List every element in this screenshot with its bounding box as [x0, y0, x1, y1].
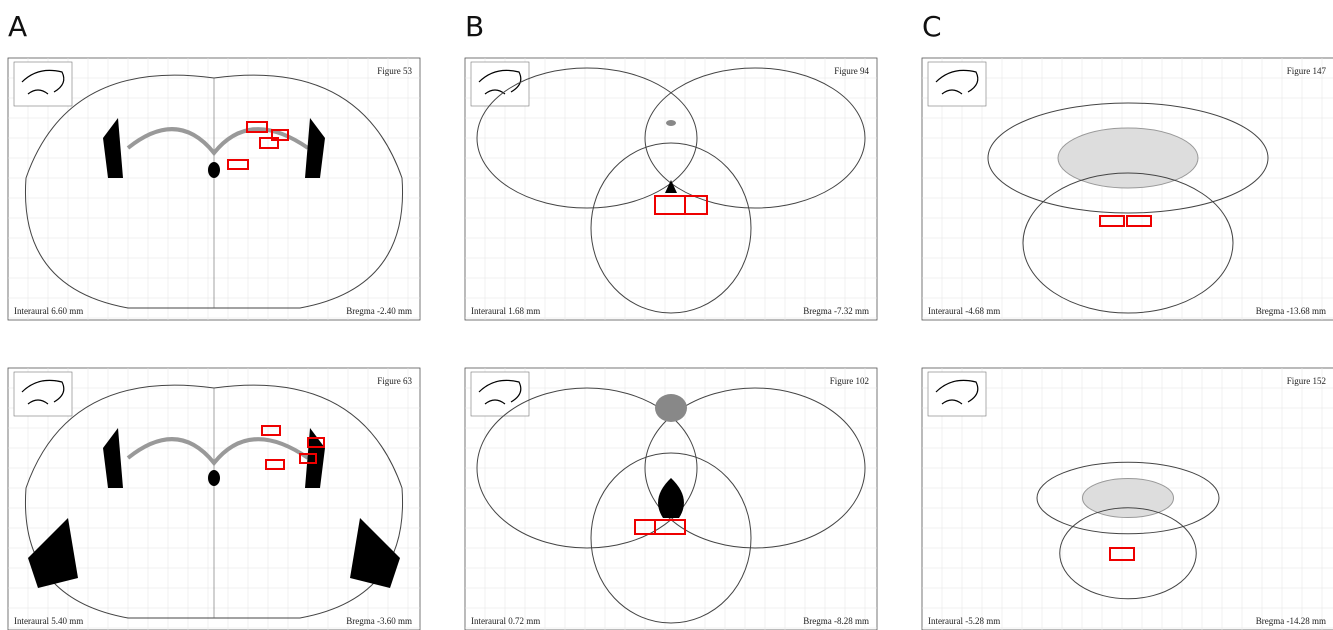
cerebellum-layer — [1058, 128, 1198, 188]
interaural: Interaural 0.72 mm — [471, 616, 540, 626]
cerebellum-layer — [1083, 479, 1174, 518]
ventricle — [208, 470, 220, 486]
atlas-plate: Figure 147 Interaural -4.68 mm Bregma -13.… — [922, 58, 1333, 320]
thumbnail — [14, 62, 72, 106]
column-label: B — [465, 10, 484, 43]
thumbnail — [14, 372, 72, 416]
aqueduct — [666, 120, 676, 126]
atlas-plate: Figure 152 Interaural -5.28 mm Bregma -14.… — [922, 368, 1333, 630]
interaural: Interaural 1.68 mm — [471, 306, 540, 316]
atlas-plate: Figure 94 Interaural 1.68 mm Bregma -7.32 … — [465, 58, 877, 320]
column-label: C — [922, 10, 942, 43]
interaural: Interaural -5.28 mm — [928, 616, 1000, 626]
bregma: Bregma -2.40 mm — [346, 306, 412, 316]
ventricle — [208, 162, 220, 178]
thumbnail — [471, 62, 529, 106]
interaural: Interaural 6.60 mm — [14, 306, 83, 316]
atlas-plate: Figure 63 Interaural 5.40 mm Bregma -3.60 … — [8, 368, 420, 630]
figure-number: Figure 102 — [830, 376, 869, 386]
thumbnail — [928, 62, 986, 106]
figure: A Figure 53 Interaural 6.60 mm Bregma -2.40… — [0, 0, 1333, 630]
figure-number: Figure 63 — [377, 376, 412, 386]
thumbnail — [471, 372, 529, 416]
aqueduct — [655, 394, 687, 422]
bregma: Bregma -3.60 mm — [346, 616, 412, 626]
column-label: A — [8, 10, 27, 43]
interaural: Interaural 5.40 mm — [14, 616, 83, 626]
bregma: Bregma -8.28 mm — [803, 616, 869, 626]
bregma: Bregma -7.32 mm — [803, 306, 869, 316]
figure-number: Figure 147 — [1287, 66, 1327, 76]
figure-number: Figure 152 — [1287, 376, 1326, 386]
interaural: Interaural -4.68 mm — [928, 306, 1000, 316]
bregma: Bregma -14.28 mm — [1256, 616, 1326, 626]
thumbnail — [928, 372, 986, 416]
bregma: Bregma -13.68 mm — [1256, 306, 1326, 316]
figure-number: Figure 94 — [834, 66, 869, 76]
figure-number: Figure 53 — [377, 66, 412, 76]
atlas-plate: Figure 53 Interaural 6.60 mm Bregma -2.40 … — [8, 58, 420, 320]
atlas-plate: Figure 102 Interaural 0.72 mm Bregma -8.28… — [465, 368, 877, 630]
